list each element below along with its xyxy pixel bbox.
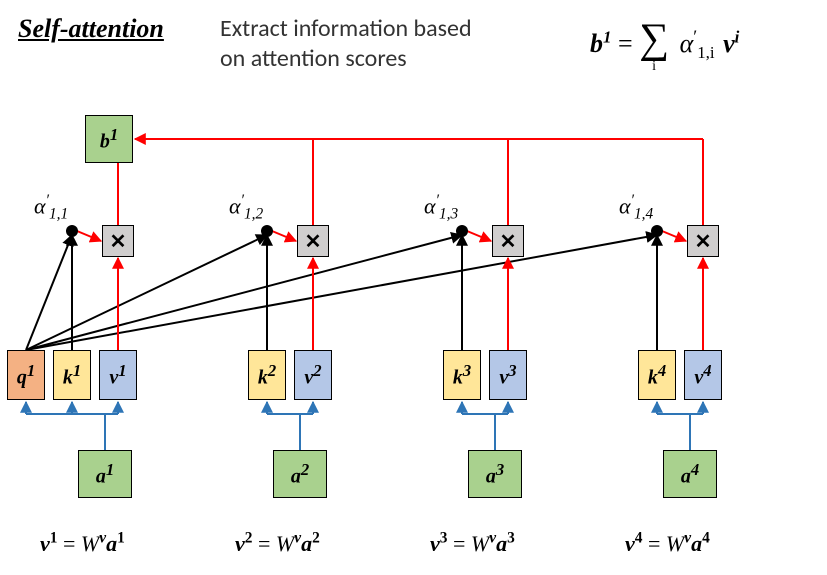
mult-box-4: ✕ bbox=[687, 225, 719, 257]
output-formula: b1 = ∑ i α′1,i vi bbox=[590, 18, 820, 74]
b-box: b1 bbox=[85, 115, 133, 163]
subtitle-line1: Extract information based bbox=[220, 14, 472, 43]
k-box-4: k4 bbox=[638, 350, 676, 400]
v-eq-2: v2 = Wva2 bbox=[235, 530, 320, 557]
k-box-2: k2 bbox=[248, 350, 286, 400]
alpha-dot-1 bbox=[66, 225, 78, 237]
alpha-label-2: α′1,2 bbox=[229, 192, 263, 224]
a-box-1: a1 bbox=[78, 450, 132, 498]
mult-box-2: ✕ bbox=[297, 225, 329, 257]
v-box-1: v1 bbox=[99, 350, 137, 400]
subtitle: Extract information based on attention s… bbox=[220, 14, 472, 74]
subtitle-line2: on attention scores bbox=[220, 44, 407, 73]
v-eq-3: v3 = Wva3 bbox=[430, 530, 515, 557]
alpha-dot-2 bbox=[261, 225, 273, 237]
a-box-3: a3 bbox=[468, 450, 522, 498]
q-box-1: q1 bbox=[7, 350, 45, 400]
alpha-label-3: α′1,3 bbox=[424, 192, 458, 224]
mult-box-3: ✕ bbox=[492, 225, 524, 257]
v-box-3: v3 bbox=[489, 350, 527, 400]
mult-box-1: ✕ bbox=[102, 225, 134, 257]
alpha-dot-4 bbox=[651, 225, 663, 237]
k-box-1: k1 bbox=[53, 350, 91, 400]
v-box-4: v4 bbox=[684, 350, 722, 400]
v-box-2: v2 bbox=[294, 350, 332, 400]
k-box-3: k3 bbox=[443, 350, 481, 400]
a-box-4: a4 bbox=[663, 450, 717, 498]
alpha-label-1: α′1,1 bbox=[34, 192, 68, 224]
a-box-2: a2 bbox=[273, 450, 327, 498]
page-title: Self-attention bbox=[18, 14, 164, 44]
v-eq-1: v1 = Wva1 bbox=[40, 530, 125, 557]
alpha-dot-3 bbox=[456, 225, 468, 237]
v-eq-4: v4 = Wva4 bbox=[625, 530, 710, 557]
alpha-label-4: α′1,4 bbox=[619, 192, 653, 224]
